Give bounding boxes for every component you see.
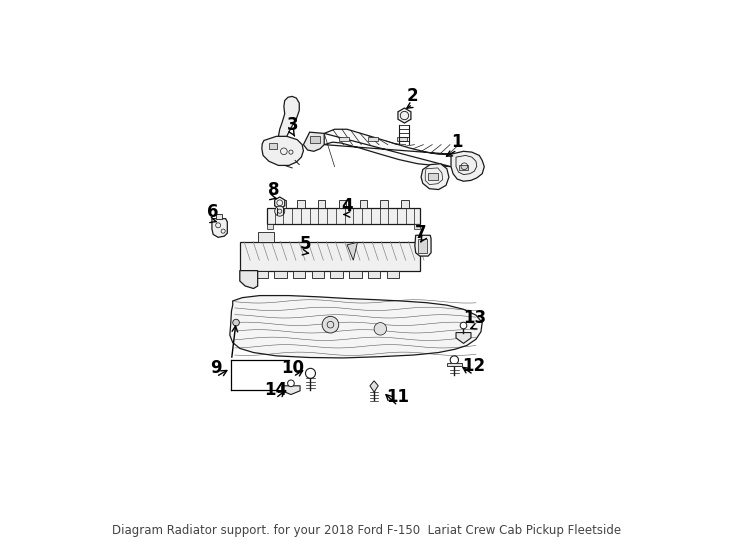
Circle shape (275, 206, 285, 216)
Polygon shape (398, 108, 411, 123)
Polygon shape (330, 271, 343, 278)
Polygon shape (324, 129, 451, 167)
Polygon shape (421, 164, 449, 190)
Text: 2: 2 (407, 87, 418, 105)
Polygon shape (267, 224, 274, 228)
Text: 11: 11 (386, 388, 410, 407)
Polygon shape (415, 235, 431, 256)
Polygon shape (339, 137, 349, 141)
Polygon shape (267, 208, 420, 224)
Text: 14: 14 (264, 381, 287, 399)
Circle shape (288, 380, 294, 387)
Polygon shape (380, 200, 388, 208)
Polygon shape (312, 271, 324, 278)
Polygon shape (282, 386, 300, 395)
Polygon shape (297, 200, 305, 208)
Polygon shape (216, 214, 222, 219)
Text: 10: 10 (282, 359, 305, 377)
Circle shape (233, 319, 239, 326)
Polygon shape (413, 224, 420, 228)
Circle shape (374, 322, 387, 335)
Text: 12: 12 (462, 357, 485, 375)
Text: 4: 4 (341, 197, 353, 215)
Circle shape (305, 368, 316, 379)
Polygon shape (240, 241, 420, 271)
Circle shape (322, 316, 339, 333)
Polygon shape (387, 271, 399, 278)
Polygon shape (370, 381, 378, 392)
Text: 3: 3 (287, 116, 299, 134)
Polygon shape (230, 295, 482, 358)
Polygon shape (368, 271, 380, 278)
Polygon shape (318, 200, 325, 208)
Polygon shape (428, 173, 437, 180)
Polygon shape (212, 219, 228, 238)
Text: 6: 6 (208, 204, 219, 221)
Polygon shape (347, 242, 357, 260)
Polygon shape (451, 151, 484, 181)
Polygon shape (397, 137, 407, 141)
Polygon shape (255, 271, 268, 278)
Text: 9: 9 (210, 359, 222, 377)
Polygon shape (447, 362, 462, 366)
Polygon shape (360, 200, 367, 208)
Polygon shape (339, 200, 346, 208)
Circle shape (450, 356, 459, 364)
Circle shape (460, 322, 467, 329)
Polygon shape (303, 132, 324, 151)
Polygon shape (240, 271, 258, 288)
Polygon shape (368, 137, 378, 141)
Polygon shape (275, 197, 285, 208)
Text: 1: 1 (451, 133, 463, 151)
Polygon shape (401, 200, 409, 208)
Polygon shape (310, 136, 320, 143)
Polygon shape (275, 271, 287, 278)
Polygon shape (459, 165, 468, 170)
Polygon shape (262, 136, 303, 165)
Text: 8: 8 (268, 180, 280, 199)
Polygon shape (278, 97, 299, 136)
Polygon shape (293, 271, 305, 278)
Polygon shape (456, 333, 471, 343)
Polygon shape (269, 143, 277, 149)
Text: 7: 7 (415, 224, 427, 242)
Polygon shape (278, 200, 286, 208)
Text: 13: 13 (464, 309, 487, 327)
Text: 5: 5 (299, 235, 311, 253)
Polygon shape (349, 271, 362, 278)
Polygon shape (418, 239, 427, 253)
Polygon shape (258, 232, 275, 241)
Text: Diagram Radiator support. for your 2018 Ford F-150  Lariat Crew Cab Pickup Fleet: Diagram Radiator support. for your 2018 … (112, 524, 622, 537)
